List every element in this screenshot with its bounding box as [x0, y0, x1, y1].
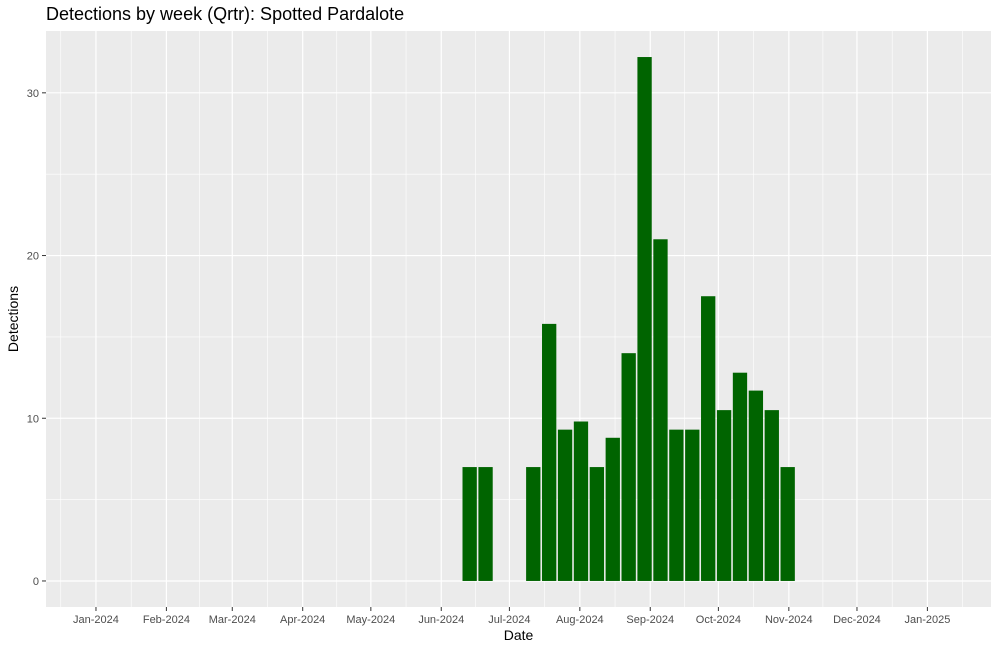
bar	[462, 467, 477, 581]
y-axis-title: Detections	[5, 286, 21, 352]
bar	[748, 390, 764, 581]
bar	[589, 467, 605, 581]
bar	[669, 429, 684, 581]
x-tick-label: Nov-2024	[765, 614, 813, 626]
x-tick-label: Feb-2024	[143, 614, 190, 626]
x-tick-label: Jan-2024	[73, 614, 119, 626]
chart-title: Detections by week (Qrtr): Spotted Parda…	[46, 4, 405, 24]
x-tick-label: May-2024	[346, 614, 395, 626]
bar	[716, 410, 732, 581]
bar	[605, 437, 620, 581]
plot-panel	[46, 31, 991, 607]
x-tick-label: Aug-2024	[556, 614, 604, 626]
axes: 0 10 20 30 Jan-2024 Feb-2024 Mar-2024 Apr-2024 M…	[27, 88, 951, 626]
bar	[542, 323, 557, 581]
x-tick-label: Jul-2024	[488, 614, 530, 626]
y-tick-label: 10	[27, 413, 39, 425]
x-tick-label: Dec-2024	[833, 614, 881, 626]
bar	[557, 429, 573, 581]
bar	[764, 410, 779, 581]
bar	[780, 467, 795, 581]
bar	[701, 296, 716, 581]
bar	[573, 421, 589, 581]
bar	[637, 57, 652, 581]
x-tick-label: Mar-2024	[209, 614, 256, 626]
x-tick-label: Sep-2024	[626, 614, 674, 626]
bar	[621, 353, 636, 581]
x-axis-title: Date	[504, 627, 534, 643]
x-tick-label: Jan-2025	[904, 614, 950, 626]
bar	[653, 239, 668, 581]
y-tick-label: 30	[27, 88, 39, 100]
bar	[685, 429, 700, 581]
bar	[478, 467, 493, 581]
x-tick-label: Apr-2024	[280, 614, 325, 626]
x-tick-label: Oct-2024	[696, 614, 741, 626]
bar	[732, 372, 748, 581]
x-tick-label: Jun-2024	[418, 614, 464, 626]
y-tick-label: 0	[33, 576, 39, 588]
bars	[462, 57, 795, 581]
y-tick-label: 20	[27, 251, 39, 263]
bar	[526, 467, 541, 581]
